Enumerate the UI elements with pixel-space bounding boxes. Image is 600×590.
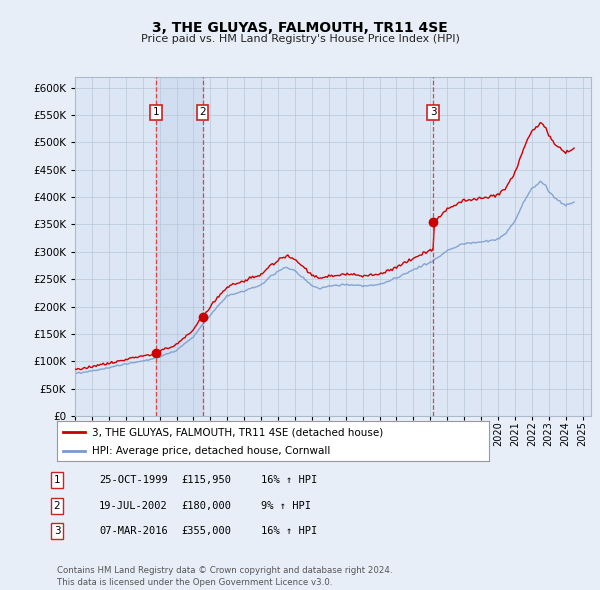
Text: Contains HM Land Registry data © Crown copyright and database right 2024.
This d: Contains HM Land Registry data © Crown c… — [57, 566, 392, 587]
Text: 16% ↑ HPI: 16% ↑ HPI — [261, 526, 317, 536]
Text: £355,000: £355,000 — [181, 526, 231, 536]
Text: 1: 1 — [53, 476, 61, 485]
Text: 16% ↑ HPI: 16% ↑ HPI — [261, 476, 317, 485]
Text: 1: 1 — [153, 107, 160, 117]
Text: 3, THE GLUYAS, FALMOUTH, TR11 4SE (detached house): 3, THE GLUYAS, FALMOUTH, TR11 4SE (detac… — [92, 427, 383, 437]
Text: HPI: Average price, detached house, Cornwall: HPI: Average price, detached house, Corn… — [92, 445, 330, 455]
Bar — [157, 77, 203, 416]
Text: 2: 2 — [53, 501, 61, 510]
Text: 3: 3 — [53, 526, 61, 536]
Text: 3, THE GLUYAS, FALMOUTH, TR11 4SE: 3, THE GLUYAS, FALMOUTH, TR11 4SE — [152, 21, 448, 35]
Text: £115,950: £115,950 — [181, 476, 231, 485]
Text: 07-MAR-2016: 07-MAR-2016 — [99, 526, 168, 536]
Text: £180,000: £180,000 — [181, 501, 231, 510]
Text: 25-OCT-1999: 25-OCT-1999 — [99, 476, 168, 485]
Text: Price paid vs. HM Land Registry's House Price Index (HPI): Price paid vs. HM Land Registry's House … — [140, 34, 460, 44]
Text: 19-JUL-2002: 19-JUL-2002 — [99, 501, 168, 510]
Text: 9% ↑ HPI: 9% ↑ HPI — [261, 501, 311, 510]
Text: 2: 2 — [199, 107, 206, 117]
Text: 3: 3 — [430, 107, 437, 117]
